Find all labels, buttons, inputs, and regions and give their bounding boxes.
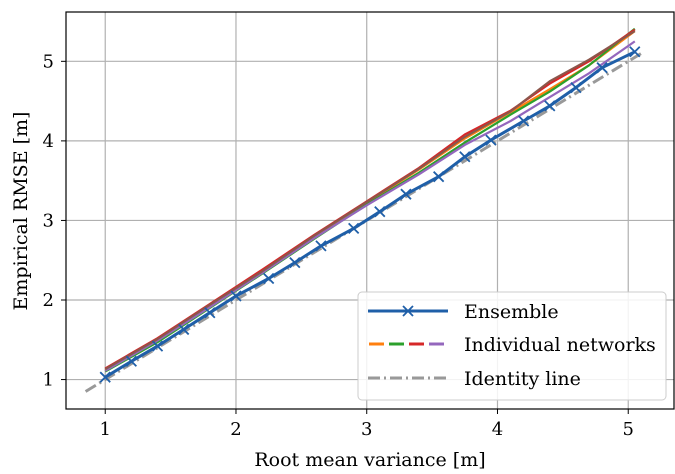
individual-network-line [104,40,636,372]
ensemble-point [315,240,327,252]
ensemble-point [629,46,641,58]
x-tick-label: 5 [623,419,634,440]
ensemble-point [570,81,582,94]
ensemble-point [544,100,556,112]
y-tick-label: 3 [43,210,54,231]
ensemble-point [99,371,111,383]
series-layer [84,27,643,393]
ticks: 1 2 3 4 5 1 2 3 4 5 [43,51,634,440]
x-tick-label: 1 [99,419,110,440]
ensemble-point [459,151,471,163]
ensemble-point [400,188,412,200]
y-tick-label: 4 [43,131,54,152]
x-tick-label: 2 [230,419,241,440]
y-tick-label: 5 [43,51,54,72]
legend: Ensemble Individual networks Identity li… [357,291,667,401]
ensemble-point [178,323,190,336]
legend-swatches [368,305,448,380]
ensemble-point [289,256,301,269]
ensemble-point [348,222,360,235]
ensemble-point [517,115,530,127]
ensemble-point [204,307,216,319]
ensemble-point [485,134,497,146]
legend-label-identity-line: Identity line [464,368,581,390]
x-tick-label: 3 [361,419,372,440]
ensemble-point [433,171,445,183]
ensemble-point [230,290,242,302]
ensemble-point [263,272,275,285]
y-axis-label: Empirical RMSE [m] [10,112,32,311]
individual-network-line [104,30,636,371]
y-tick-label: 1 [43,370,54,391]
ensemble-line [104,50,636,379]
ensemble-point [125,355,138,367]
ensemble-point [374,206,386,218]
legend-label-individual-networks: Individual networks [464,334,656,356]
x-tick-label: 4 [492,419,503,440]
y-tick-label: 2 [43,290,54,311]
legend-box [357,291,667,401]
legend-marker-ensemble [402,305,414,317]
plot-frame [65,11,675,410]
legend-label-ensemble: Ensemble [464,301,559,323]
ensemble-point [596,62,608,74]
ensemble-point [151,340,164,352]
x-axis-label: Root mean variance [m] [254,449,485,470]
